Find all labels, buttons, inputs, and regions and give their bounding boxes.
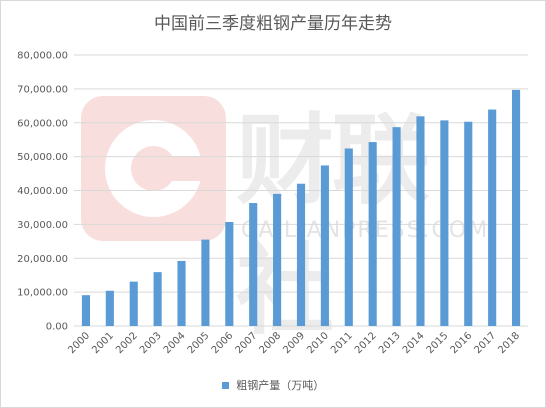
y-tick-label: 30,000.00 [17, 220, 68, 231]
x-tick-label-2015: 2015 [425, 330, 451, 356]
bar-2009 [296, 183, 306, 326]
x-tick-label-2002: 2002 [114, 330, 140, 356]
x-tick-label-2013: 2013 [377, 330, 403, 356]
y-tick-label: 50,000.00 [17, 152, 68, 163]
legend-swatch [221, 381, 229, 389]
bar-2008 [273, 193, 282, 326]
x-tick-label-2007: 2007 [234, 330, 260, 356]
y-tick-label: 60,000.00 [17, 118, 68, 129]
bar-2000 [81, 295, 91, 326]
y-tick-label: 10,000.00 [17, 288, 68, 299]
bar-2011 [344, 148, 353, 326]
y-tick-label: 0.00 [46, 322, 68, 333]
bar-2010 [320, 165, 329, 326]
bar-2004 [177, 260, 186, 326]
bar-2006 [225, 222, 234, 326]
bar-2003 [153, 272, 162, 326]
bar-2007 [249, 203, 258, 326]
x-tick-label-2014: 2014 [401, 330, 427, 356]
x-tick-label-2000: 2000 [66, 330, 92, 356]
x-tick-label-2008: 2008 [257, 330, 283, 356]
bar-2005 [201, 239, 210, 326]
bar-2001 [105, 290, 114, 326]
x-tick-label-2010: 2010 [305, 330, 331, 356]
x-tick-label-2016: 2016 [449, 330, 475, 356]
x-tick-label-2017: 2017 [473, 330, 499, 356]
y-tick-label: 20,000.00 [17, 254, 68, 265]
y-tick-label: 70,000.00 [17, 84, 68, 95]
x-tick-label-2001: 2001 [90, 330, 116, 356]
chart-title: 中国前三季度粗钢产量历年走势 [154, 14, 392, 34]
x-tick-label-2018: 2018 [496, 330, 522, 356]
bar-2015 [440, 120, 449, 326]
bar-2017 [488, 109, 497, 326]
bar-2016 [464, 121, 473, 326]
x-tick-label-2005: 2005 [186, 330, 212, 356]
bar-2002 [129, 281, 138, 326]
y-tick-label: 80,000.00 [17, 51, 68, 62]
x-tick-label-2006: 2006 [210, 330, 236, 356]
x-tick-label-2003: 2003 [138, 330, 164, 356]
bar-2014 [416, 116, 425, 326]
y-tick-label: 40,000.00 [17, 186, 68, 197]
bar-2012 [368, 142, 377, 326]
x-tick-label-2009: 2009 [281, 330, 307, 356]
x-tick-label-2004: 2004 [162, 330, 188, 356]
bar-2018 [511, 89, 521, 326]
bar-2013 [392, 127, 401, 326]
legend-label: 粗钢产量（万吨） [236, 379, 325, 392]
chart-legend: 粗钢产量（万吨） [1, 377, 545, 393]
x-tick-label-2012: 2012 [353, 330, 379, 356]
x-tick-label-2011: 2011 [329, 330, 355, 356]
